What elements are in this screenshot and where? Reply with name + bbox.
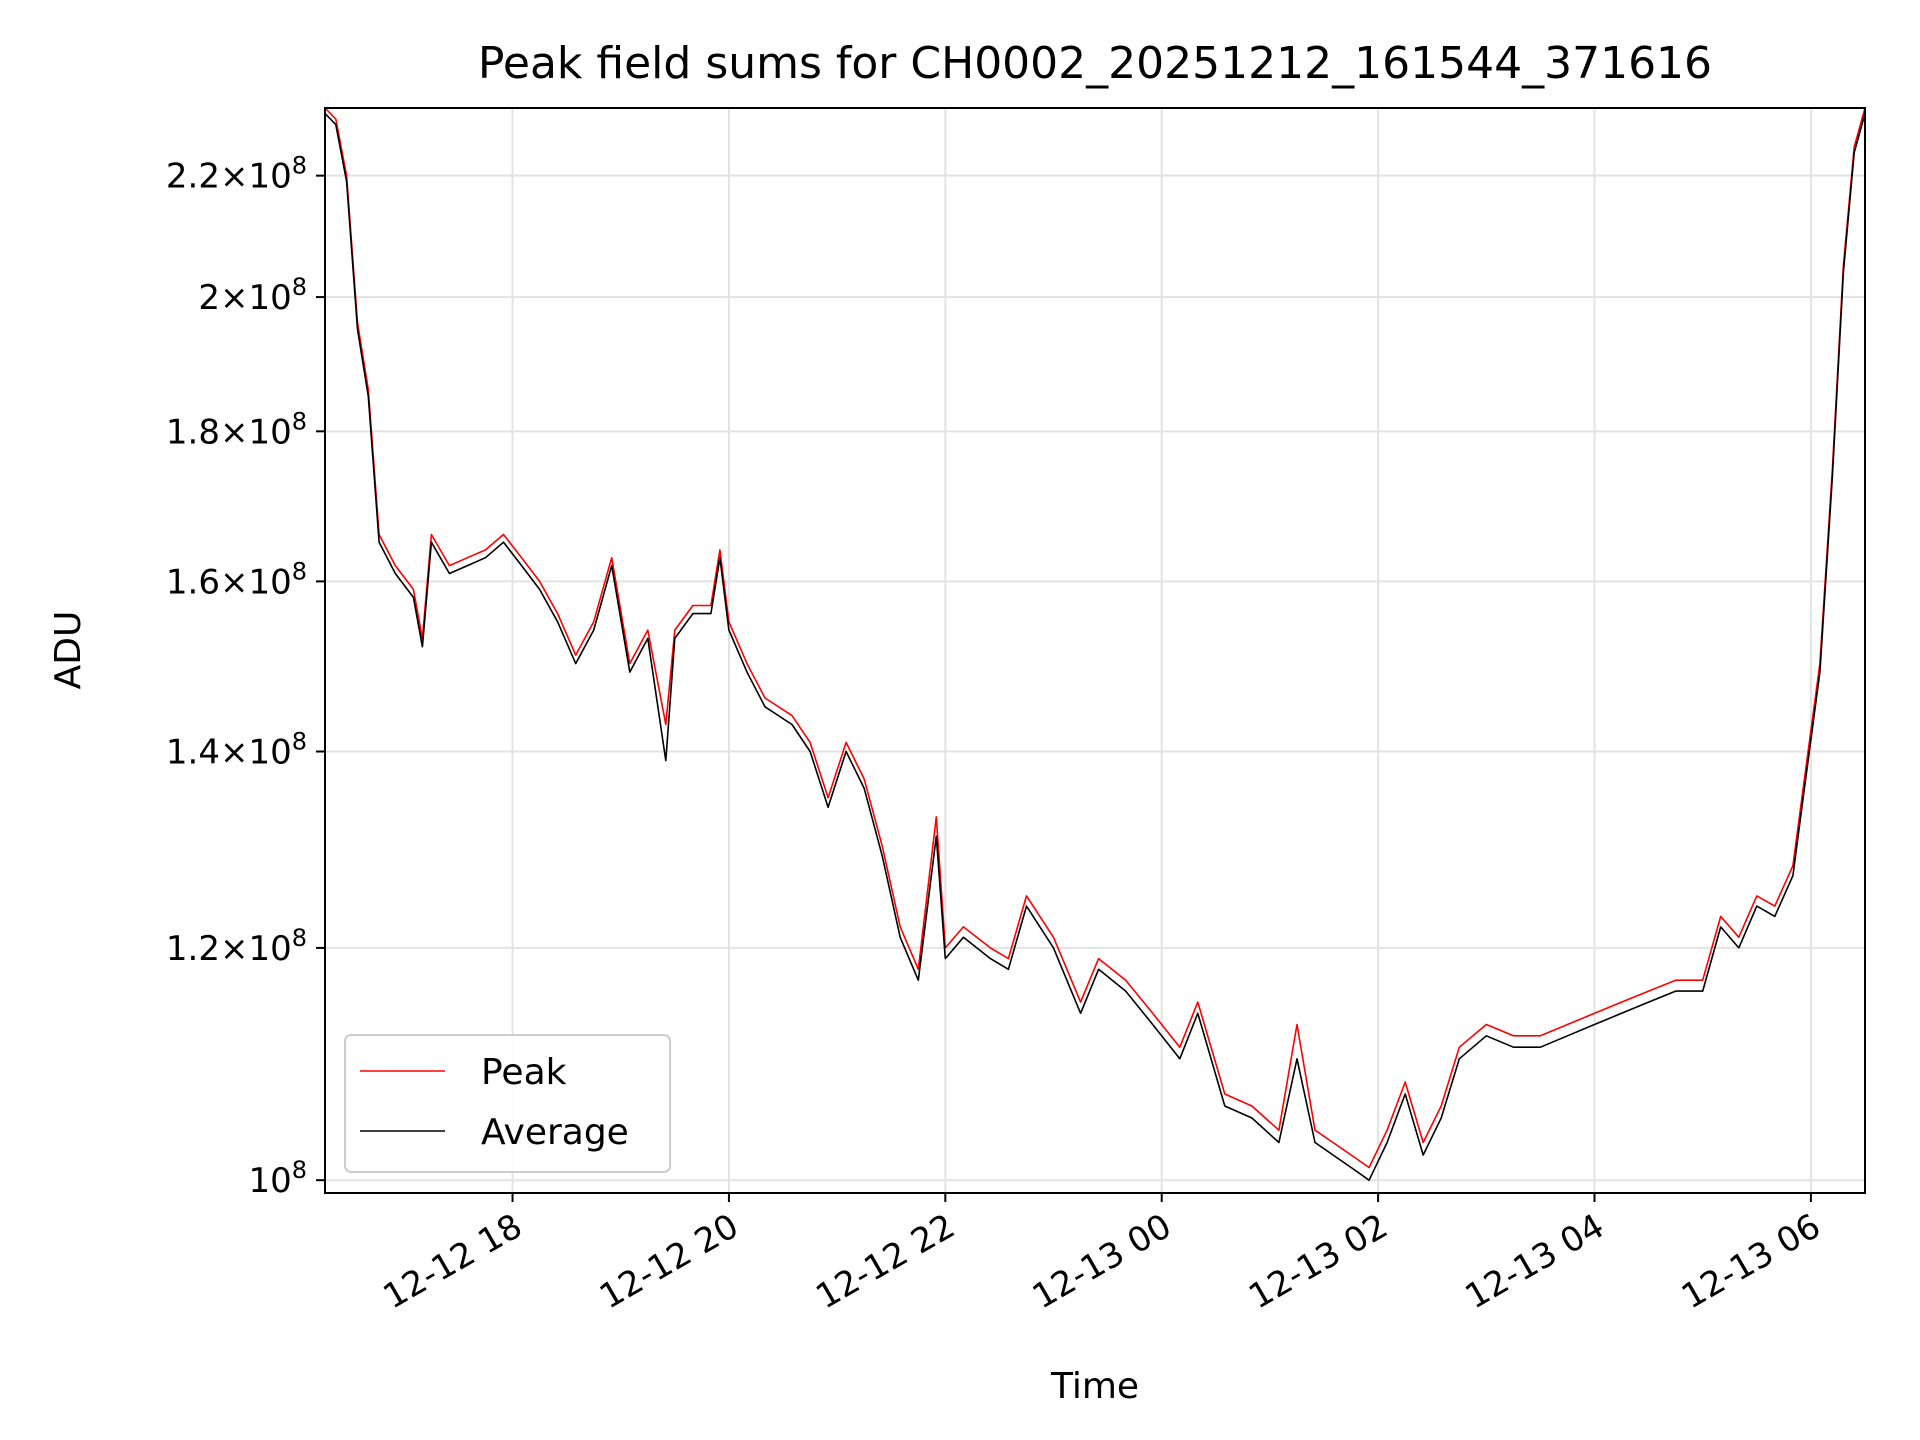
y-axis: 108 1.2×108 1.4×108 1.6×108 1.8×108 2×108 2.2×… [166, 152, 325, 1201]
grid [325, 108, 1865, 1193]
plot-area-frame [324, 107, 1866, 1194]
y-tick-label: 1.8×108 [166, 407, 307, 452]
x-axis-title: Time [1050, 1366, 1139, 1407]
legend-label-peak: Peak [481, 1052, 567, 1093]
legend-label-average: Average [481, 1112, 629, 1153]
y-tick-label: 108 [248, 1156, 307, 1201]
y-tick-label: 1.6×108 [166, 557, 307, 602]
series-line-average [324, 112, 1866, 1181]
series-line-peak [324, 107, 1866, 1169]
y-tick-label: 2.2×108 [166, 152, 307, 197]
legend: Peak Average [344, 1034, 671, 1173]
legend-box [344, 1034, 671, 1173]
y-tick-label: 1.4×108 [166, 728, 307, 773]
y-axis-title: ADU [48, 611, 89, 690]
y-tick-label: 1.2×108 [166, 924, 307, 969]
chart-title: Peak field sums for CH0002_20251212_1615… [478, 38, 1712, 89]
series-group [324, 107, 1866, 1181]
y-tick-label: 2×108 [198, 273, 307, 318]
